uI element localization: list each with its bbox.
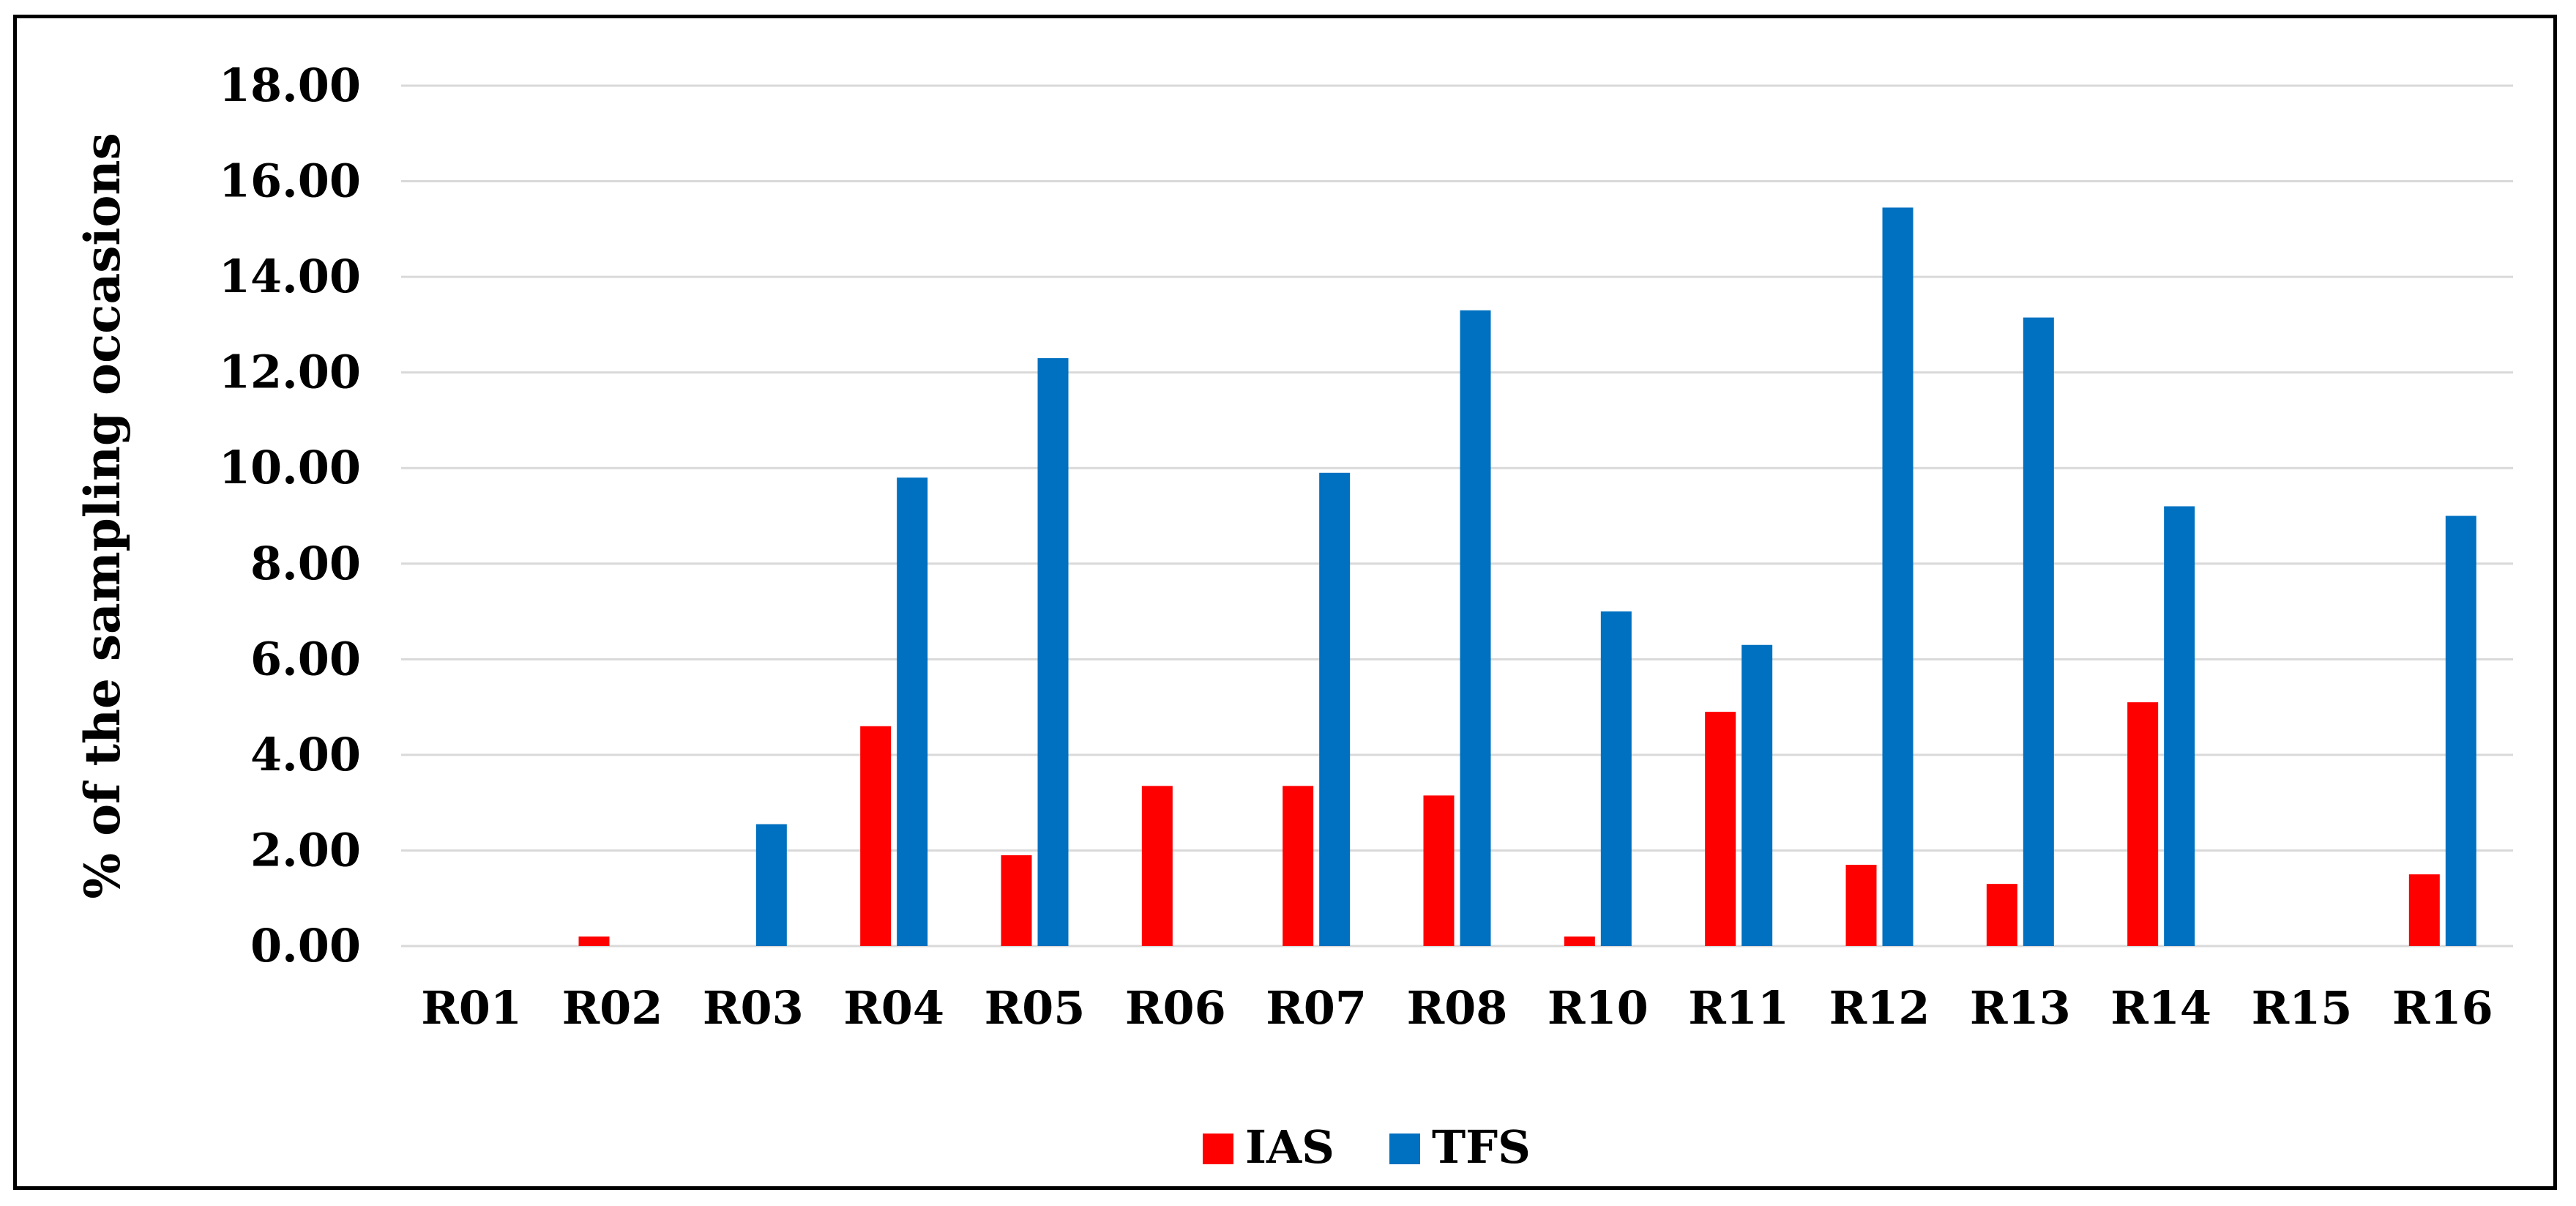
x-tick-label: R14 <box>2110 981 2211 1035</box>
x-tick-label: R15 <box>2252 981 2353 1035</box>
y-tick-label: 8.00 <box>250 537 361 590</box>
bar-tfs-r04 <box>897 477 928 946</box>
legend-label-tfs: TFS <box>1432 1120 1531 1174</box>
bar-tfs-r16 <box>2445 515 2476 946</box>
bar-ias-r12 <box>1845 865 1877 946</box>
bar-tfs-r10 <box>1600 611 1632 946</box>
gridlines <box>401 84 2513 948</box>
bar-ias-r07 <box>1283 786 1314 946</box>
x-tick-label: R01 <box>421 981 522 1035</box>
x-tick-label: R06 <box>1125 981 1226 1035</box>
x-tick-label: R10 <box>1548 981 1649 1035</box>
bar-ias-r14 <box>2127 702 2159 946</box>
bar-tfs-r12 <box>1882 207 1914 946</box>
y-tick-label: 18.00 <box>219 59 361 112</box>
bar-ias-r10 <box>1564 936 1595 946</box>
y-axis-title: % of the sampling occasions <box>74 133 131 898</box>
bar-tfs-r14 <box>2164 506 2195 946</box>
bar-ias-r04 <box>860 726 892 946</box>
x-tick-label: R03 <box>703 981 804 1035</box>
legend-label-ias: IAS <box>1245 1120 1334 1174</box>
x-tick-label: R07 <box>1266 981 1367 1035</box>
y-tick-label: 0.00 <box>250 919 361 972</box>
x-tick-label: R05 <box>985 981 1086 1035</box>
x-tick-label: R02 <box>562 981 663 1035</box>
bar-ias-r13 <box>1986 884 2017 946</box>
bar-chart: 0.00 2.00 4.00 6.00 8.00 10.00 12.00 14.00 16.00… <box>74 59 2513 1174</box>
x-tick-label: R16 <box>2392 981 2493 1035</box>
x-axis-ticks: R01 R02 R03 R04 R05 R06 R07 R08 R10 R11 R12 R13 R14 R… <box>421 981 2493 1035</box>
y-tick-label: 2.00 <box>250 823 361 876</box>
x-tick-label: R13 <box>1970 981 2071 1035</box>
bar-tfs-r13 <box>2023 317 2054 946</box>
legend-swatch-ias <box>1203 1134 1233 1164</box>
y-tick-label: 4.00 <box>250 728 361 781</box>
x-tick-label: R12 <box>1829 981 1930 1035</box>
bar-tfs-r08 <box>1460 310 1491 946</box>
bar-ias-r06 <box>1141 786 1173 946</box>
y-tick-label: 14.00 <box>219 250 361 303</box>
legend-swatch-tfs <box>1389 1134 1420 1164</box>
bar-ias-r11 <box>1705 712 1736 946</box>
legend: IAS TFS <box>1203 1120 1531 1174</box>
x-tick-label: R04 <box>843 981 944 1035</box>
y-tick-label: 10.00 <box>219 441 361 494</box>
y-tick-label: 6.00 <box>250 632 361 685</box>
bar-tfs-r11 <box>1741 644 1773 946</box>
bar-tfs-r07 <box>1319 472 1351 946</box>
bar-tfs-r03 <box>755 824 787 946</box>
bar-ias-r05 <box>1001 855 1032 946</box>
y-tick-label: 16.00 <box>219 155 361 208</box>
x-tick-label: R11 <box>1688 981 1789 1035</box>
bars <box>578 207 2476 946</box>
bar-ias-r08 <box>1423 795 1455 946</box>
chart-frame: 0.00 2.00 4.00 6.00 8.00 10.00 12.00 14.00 16.00… <box>13 15 2557 1190</box>
bar-tfs-r05 <box>1037 358 1069 946</box>
x-tick-label: R08 <box>1407 981 1508 1035</box>
y-axis-ticks: 0.00 2.00 4.00 6.00 8.00 10.00 12.00 14.00 16.00… <box>219 59 361 972</box>
y-tick-label: 12.00 <box>219 346 361 399</box>
bar-ias-r16 <box>2408 874 2440 946</box>
bar-ias-r02 <box>578 936 610 946</box>
